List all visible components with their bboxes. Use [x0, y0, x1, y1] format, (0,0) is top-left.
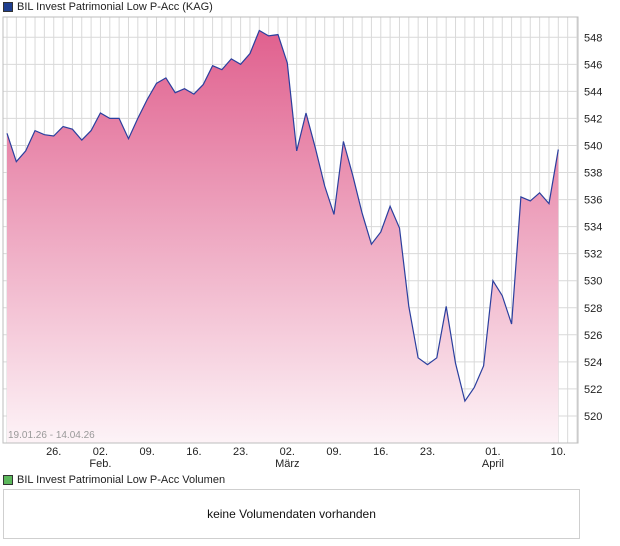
- volume-legend-label: BIL Invest Patrimonial Low P-Acc Volumen: [17, 474, 226, 486]
- date-range-label: 19.01.26 - 14.04.26: [8, 430, 95, 441]
- x-tick-month-label: April: [482, 458, 504, 470]
- volume-empty-message: keine Volumendaten vorhanden: [207, 507, 376, 521]
- y-tick-label: 534: [584, 222, 602, 234]
- x-tick-label: 02.: [93, 446, 108, 458]
- x-tick-month-label: Feb.: [89, 458, 111, 470]
- y-tick-label: 522: [584, 384, 602, 396]
- y-tick-label: 520: [584, 411, 602, 423]
- y-tick-label: 538: [584, 168, 602, 180]
- y-tick-label: 548: [584, 32, 602, 44]
- x-tick-label: 23.: [233, 446, 248, 458]
- y-tick-label: 532: [584, 249, 602, 261]
- y-tick-label: 544: [584, 86, 602, 98]
- volume-legend: BIL Invest Patrimonial Low P-Acc Volumen: [3, 473, 225, 487]
- y-tick-label: 526: [584, 330, 602, 342]
- x-tick-label: 16.: [373, 446, 388, 458]
- y-tick-label: 542: [584, 113, 602, 125]
- y-tick-label: 546: [584, 59, 602, 71]
- y-tick-label: 528: [584, 303, 602, 315]
- price-chart: 520 522 524 526 528 530 532 534 536 538 540 542 544 5…: [2, 16, 602, 470]
- x-tick-label: 16.: [186, 446, 201, 458]
- price-legend-label: BIL Invest Patrimonial Low P-Acc (KAG): [17, 1, 213, 13]
- y-tick-label: 540: [584, 140, 602, 152]
- volume-legend-swatch: [3, 475, 13, 485]
- x-tick-label: 26.: [46, 446, 61, 458]
- volume-panel: keine Volumendaten vorhanden: [3, 489, 580, 539]
- y-tick-label: 536: [584, 195, 602, 207]
- plot-frame: [2, 16, 579, 444]
- x-tick-label: 09.: [140, 446, 155, 458]
- price-line: [6, 29, 559, 403]
- x-tick-month-label: März: [275, 458, 299, 470]
- y-tick-label: 530: [584, 276, 602, 288]
- price-legend: BIL Invest Patrimonial Low P-Acc (KAG): [3, 0, 213, 14]
- x-tick-label: 10.: [551, 446, 566, 458]
- x-tick-label: 09.: [326, 446, 341, 458]
- x-tick-label: 23.: [420, 446, 435, 458]
- price-legend-swatch: [3, 2, 13, 12]
- x-tick-label: 02.: [280, 446, 295, 458]
- x-tick-label: 01.: [485, 446, 500, 458]
- price-area-fill: [7, 30, 559, 443]
- y-tick-label: 524: [584, 357, 602, 369]
